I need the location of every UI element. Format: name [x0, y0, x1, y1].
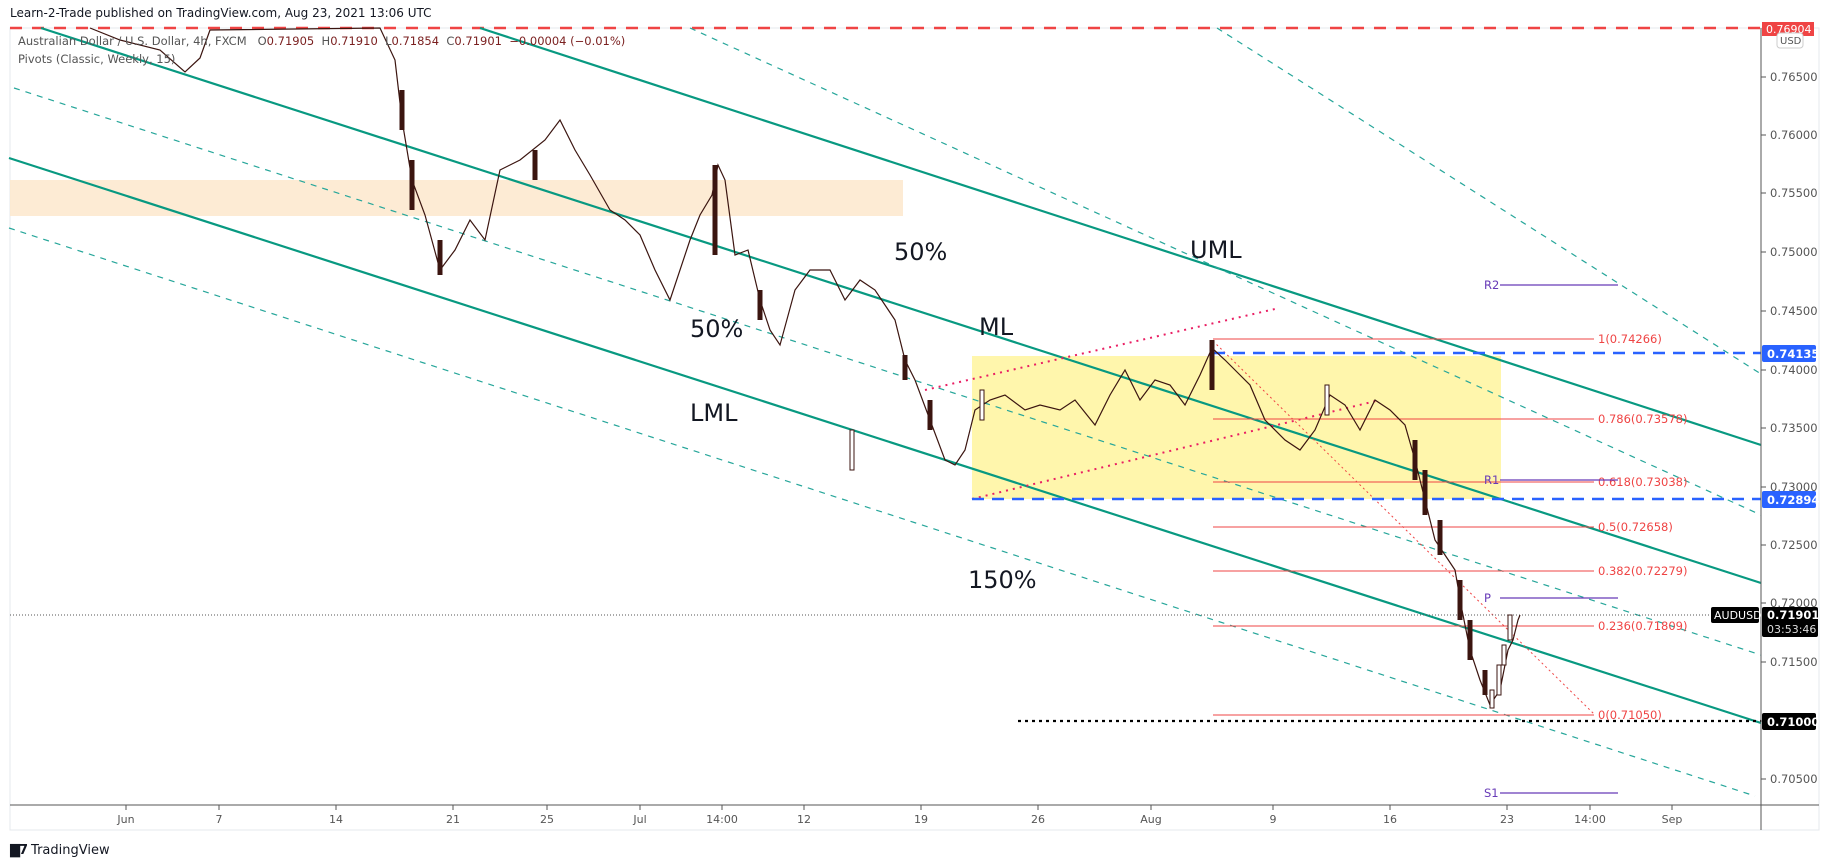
svg-text:R2: R2: [1484, 278, 1499, 292]
svg-text:23: 23: [1500, 813, 1514, 826]
svg-text:21: 21: [446, 813, 460, 826]
svg-text:0.73000: 0.73000: [1770, 480, 1818, 494]
symbol-tag: [1711, 607, 1759, 623]
indicator-legend[interactable]: Pivots (Classic, Weekly, 15): [18, 52, 176, 66]
fib-labels: 1(0.74266) 0.786(0.73578) 0.618(0.73038)…: [1598, 332, 1687, 722]
svg-text:R1: R1: [1484, 473, 1499, 487]
svg-text:0.74000: 0.74000: [1770, 363, 1818, 377]
svg-text:0.76000: 0.76000: [1770, 128, 1818, 142]
high-value: 0.71910: [330, 34, 378, 48]
publisher-caption: Learn-2-Trade published on TradingView.c…: [10, 6, 432, 20]
range-box: [972, 356, 1501, 499]
svg-text:0.72500: 0.72500: [1770, 538, 1818, 552]
marker-0.71000: [1762, 713, 1816, 730]
svg-text:14: 14: [329, 813, 343, 826]
svg-text:7: 7: [216, 813, 223, 826]
svg-text:S1: S1: [1484, 786, 1499, 800]
svg-text:0.618(0.73038): 0.618(0.73038): [1598, 475, 1687, 489]
price-axis[interactable]: 0.76904 USD 0.76500 0.76000 0.75500 0.75…: [1711, 22, 1819, 786]
svg-text:0.76500: 0.76500: [1770, 70, 1818, 84]
svg-text:0.71500: 0.71500: [1770, 655, 1818, 669]
svg-text:19: 19: [914, 813, 928, 826]
svg-text:0.70500: 0.70500: [1770, 772, 1818, 786]
svg-text:14:00: 14:00: [706, 813, 738, 826]
pitchfork-labels: UML ML LML 50% 50% 150%: [690, 236, 1242, 594]
svg-text:26: 26: [1031, 813, 1045, 826]
svg-text:0.71901: 0.71901: [1767, 608, 1819, 622]
svg-text:0.71000: 0.71000: [1767, 715, 1819, 729]
change-value: −0.00004 (−0.01%): [509, 34, 626, 48]
svg-text:0.72000: 0.72000: [1770, 596, 1818, 610]
open-value: 0.71905: [266, 34, 315, 48]
svg-text:0.74500: 0.74500: [1770, 304, 1818, 318]
svg-text:P: P: [1484, 591, 1491, 605]
supply-zone: [10, 180, 903, 216]
svg-text:Jun: Jun: [116, 813, 134, 826]
svg-text:LML: LML: [690, 399, 738, 427]
symbol-description: Australian Dollar / U.S. Dollar, 4h, FXC…: [18, 34, 247, 48]
svg-text:150%: 150%: [968, 566, 1037, 594]
svg-text:0(0.71050): 0(0.71050): [1598, 708, 1662, 722]
svg-text:UML: UML: [1190, 236, 1242, 264]
svg-text:0.5(0.72658): 0.5(0.72658): [1598, 520, 1673, 534]
svg-text:Sep: Sep: [1662, 813, 1683, 826]
currency-badge: USD: [1780, 36, 1802, 47]
svg-text:ML: ML: [979, 313, 1014, 341]
symbol-legend[interactable]: Australian Dollar / U.S. Dollar, 4h, FXC…: [18, 34, 626, 48]
svg-text:50%: 50%: [894, 238, 947, 266]
last-price-tag: [1762, 607, 1818, 637]
svg-text:0.72894: 0.72894: [1767, 493, 1819, 507]
svg-text:14:00: 14:00: [1574, 813, 1606, 826]
svg-text:1(0.74266): 1(0.74266): [1598, 332, 1662, 346]
svg-text:9: 9: [1270, 813, 1277, 826]
svg-text:16: 16: [1383, 813, 1397, 826]
pivot-lines: [1500, 284, 1618, 794]
svg-text:12: 12: [797, 813, 811, 826]
time-axis[interactable]: Jun 7 14 21 25 Jul 14:00 12 19 26 Aug 9 …: [116, 805, 1682, 826]
tradingview-logo[interactable]: ▇7 TradingView: [10, 843, 110, 858]
svg-text:0.73500: 0.73500: [1770, 421, 1818, 435]
marker-0.72894: [1762, 491, 1816, 508]
svg-text:0.75500: 0.75500: [1770, 186, 1818, 200]
fib-lines: [1213, 338, 1594, 716]
svg-text:0.786(0.73578): 0.786(0.73578): [1598, 412, 1687, 426]
svg-text:0.382(0.72279): 0.382(0.72279): [1598, 564, 1687, 578]
marker-0.74135: [1762, 345, 1816, 362]
svg-text:0.74135: 0.74135: [1767, 347, 1819, 361]
svg-text:0.236(0.71809): 0.236(0.71809): [1598, 619, 1687, 633]
pivot-labels: R2 R1 P S1: [1484, 278, 1499, 800]
svg-text:AUDUSD: AUDUSD: [1714, 609, 1762, 622]
candles: [89, 27, 1521, 709]
svg-text:03:53:46: 03:53:46: [1767, 623, 1816, 636]
low-value: 0.71854: [391, 34, 440, 48]
chart-frame: [9, 27, 1820, 831]
pitchfork-median-lines: [8, 27, 1762, 797]
svg-text:0.75000: 0.75000: [1770, 245, 1818, 259]
svg-text:Aug: Aug: [1140, 813, 1161, 826]
svg-text:25: 25: [540, 813, 554, 826]
tv-logo-icon: ▇7: [10, 843, 28, 858]
svg-text:50%: 50%: [690, 315, 743, 343]
svg-text:Jul: Jul: [632, 813, 646, 826]
close-value: 0.71901: [454, 34, 502, 48]
